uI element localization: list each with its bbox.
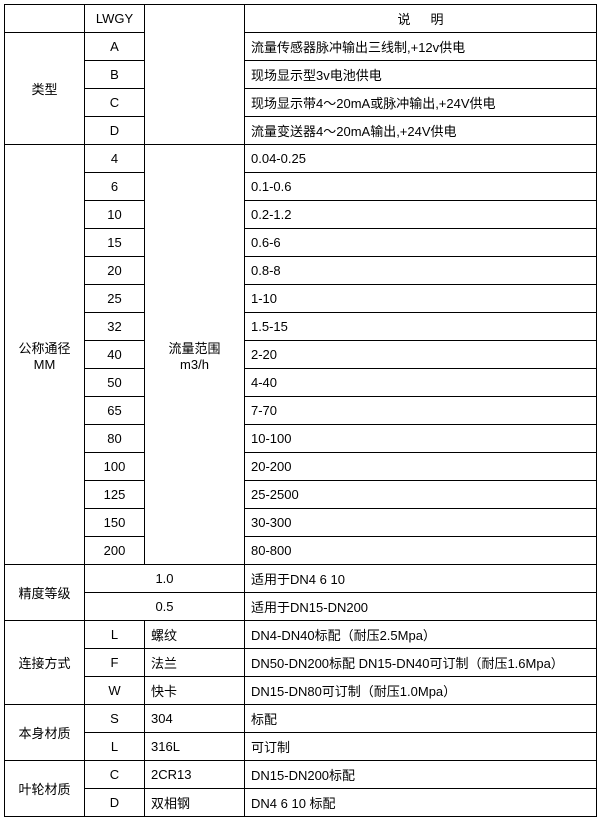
accuracy-grade: 1.0 — [85, 565, 245, 593]
impeller-material-desc: DN15-DN200标配 — [245, 761, 597, 789]
diameter-range: 7-70 — [245, 397, 597, 425]
body-material-code: S — [85, 705, 145, 733]
type-code: B — [85, 61, 145, 89]
impeller-material-label: 叶轮材质 — [5, 761, 85, 817]
connection-name: 螺纹 — [145, 621, 245, 649]
blank-cell — [145, 5, 245, 145]
impeller-material-code: D — [85, 789, 145, 817]
header-desc: 说明 — [245, 5, 597, 33]
diameter-size: 40 — [85, 341, 145, 369]
diameter-range: 10-100 — [245, 425, 597, 453]
body-material-label: 本身材质 — [5, 705, 85, 761]
diameter-range: 1-10 — [245, 285, 597, 313]
body-material-desc: 可订制 — [245, 733, 597, 761]
type-desc: 现场显示型3v电池供电 — [245, 61, 597, 89]
body-material-name: 316L — [145, 733, 245, 761]
body-material-code: L — [85, 733, 145, 761]
header-lwgy: LWGY — [85, 5, 145, 33]
connection-code: W — [85, 677, 145, 705]
connection-desc: DN50-DN200标配 DN15-DN40可订制（耐压1.6Mpa） — [245, 649, 597, 677]
diameter-size: 6 — [85, 173, 145, 201]
diameter-size: 150 — [85, 509, 145, 537]
body-material-name: 304 — [145, 705, 245, 733]
diameter-range: 2-20 — [245, 341, 597, 369]
diameter-range: 0.2-1.2 — [245, 201, 597, 229]
diameter-range: 80-800 — [245, 537, 597, 565]
diameter-size: 125 — [85, 481, 145, 509]
connection-desc: DN15-DN80可订制（耐压1.0Mpa） — [245, 677, 597, 705]
diameter-range: 25-2500 — [245, 481, 597, 509]
diameter-range: 30-300 — [245, 509, 597, 537]
diameter-range: 0.04-0.25 — [245, 145, 597, 173]
diameter-size: 80 — [85, 425, 145, 453]
type-code: A — [85, 33, 145, 61]
diameter-range: 0.1-0.6 — [245, 173, 597, 201]
type-code: D — [85, 117, 145, 145]
spec-table: LWGY 说明 类型 A 流量传感器脉冲输出三线制,+12v供电 B 现场显示型… — [4, 4, 597, 817]
accuracy-grade: 0.5 — [85, 593, 245, 621]
type-desc: 流量变送器4～20mA输出,+24V供电 — [245, 117, 597, 145]
diameter-size: 200 — [85, 537, 145, 565]
flow-range-line1: 流量范围 — [168, 341, 220, 356]
connection-name: 法兰 — [145, 649, 245, 677]
flow-range-label: 流量范围 m3/h — [145, 145, 245, 565]
diameter-range: 0.8-8 — [245, 257, 597, 285]
diameter-size: 25 — [85, 285, 145, 313]
connection-desc: DN4-DN40标配（耐压2.5Mpa） — [245, 621, 597, 649]
impeller-material-code: C — [85, 761, 145, 789]
diameter-size: 4 — [85, 145, 145, 173]
impeller-material-name: 双相钢 — [145, 789, 245, 817]
diameter-size: 65 — [85, 397, 145, 425]
diameter-size: 50 — [85, 369, 145, 397]
diameter-label-line1: 公称通径 — [18, 341, 70, 356]
diameter-size: 100 — [85, 453, 145, 481]
connection-code: F — [85, 649, 145, 677]
type-label: 类型 — [5, 33, 85, 145]
type-desc: 现场显示带4～20mA或脉冲输出,+24V供电 — [245, 89, 597, 117]
diameter-size: 15 — [85, 229, 145, 257]
type-code: C — [85, 89, 145, 117]
connection-code: L — [85, 621, 145, 649]
accuracy-desc: 适用于DN4 6 10 — [245, 565, 597, 593]
diameter-label-line2: MM — [34, 357, 56, 372]
diameter-label: 公称通径 MM — [5, 145, 85, 565]
impeller-material-name: 2CR13 — [145, 761, 245, 789]
connection-label: 连接方式 — [5, 621, 85, 705]
accuracy-label: 精度等级 — [5, 565, 85, 621]
diameter-size: 20 — [85, 257, 145, 285]
diameter-range: 0.6-6 — [245, 229, 597, 257]
impeller-material-desc: DN4 6 10 标配 — [245, 789, 597, 817]
diameter-range: 20-200 — [245, 453, 597, 481]
body-material-desc: 标配 — [245, 705, 597, 733]
diameter-size: 32 — [85, 313, 145, 341]
accuracy-desc: 适用于DN15-DN200 — [245, 593, 597, 621]
diameter-range: 4-40 — [245, 369, 597, 397]
diameter-size: 10 — [85, 201, 145, 229]
flow-range-line2: m3/h — [180, 357, 209, 372]
blank-cell — [5, 5, 85, 33]
type-desc: 流量传感器脉冲输出三线制,+12v供电 — [245, 33, 597, 61]
diameter-range: 1.5-15 — [245, 313, 597, 341]
connection-name: 快卡 — [145, 677, 245, 705]
